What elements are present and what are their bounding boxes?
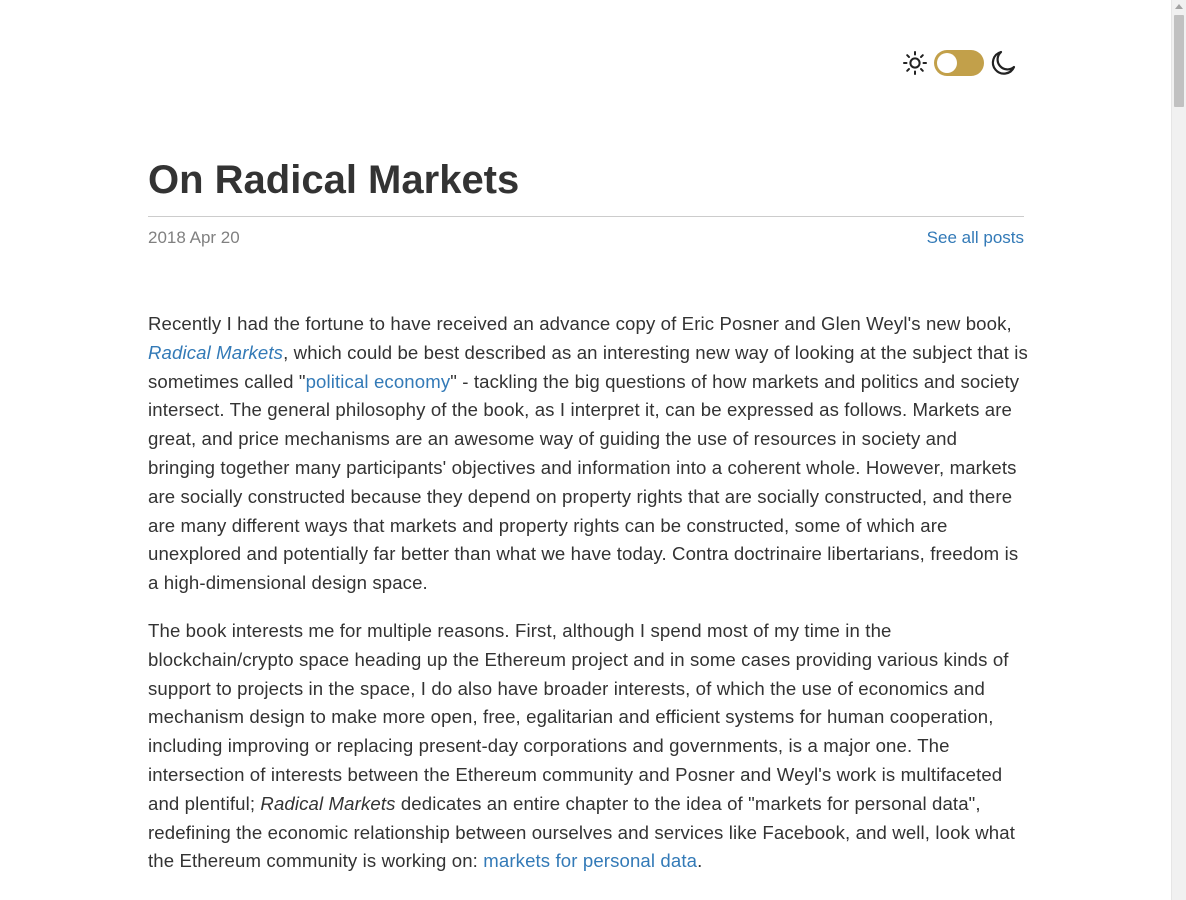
vertical-scrollbar[interactable] xyxy=(1171,0,1186,900)
paragraph-text: " - tackling the big questions of how ma… xyxy=(148,370,1020,594)
scrollbar-thumb[interactable] xyxy=(1174,15,1184,107)
sun-icon xyxy=(903,51,927,75)
paragraph-text: , which could be best described as an in… xyxy=(148,341,1028,392)
political-economy-link[interactable]: political economy xyxy=(305,370,451,392)
paragraph-interests: The book interests me for multiple reaso… xyxy=(148,617,1028,876)
paragraph-text: . xyxy=(697,850,703,872)
moon-icon xyxy=(991,50,1016,75)
scroll-up-arrow-icon[interactable] xyxy=(1175,4,1183,9)
theme-switch-knob xyxy=(937,53,957,73)
paragraph-text: Recently I had the fortune to have recei… xyxy=(148,313,1012,334)
markets-for-personal-data-link[interactable]: markets for personal data xyxy=(483,850,698,872)
post-date: 2018 Apr 20 xyxy=(148,228,240,247)
theme-switch[interactable] xyxy=(934,50,984,76)
article-body: Recently I had the fortune to have recei… xyxy=(148,310,1028,895)
paragraph-text: The book interests me for multiple reaso… xyxy=(148,619,1009,814)
paragraph-text: dedicates an entire chapter to the idea … xyxy=(148,792,1015,872)
title-divider xyxy=(148,216,1024,217)
post-title: On Radical Markets xyxy=(148,158,520,202)
paragraph-intro: Recently I had the fortune to have recei… xyxy=(148,310,1028,598)
theme-toggle[interactable] xyxy=(902,48,1018,78)
see-all-posts-link[interactable]: See all posts xyxy=(926,228,1024,247)
book-title-emphasis: Radical Markets xyxy=(260,792,396,814)
radical-markets-link[interactable]: Radical Markets xyxy=(148,341,284,363)
